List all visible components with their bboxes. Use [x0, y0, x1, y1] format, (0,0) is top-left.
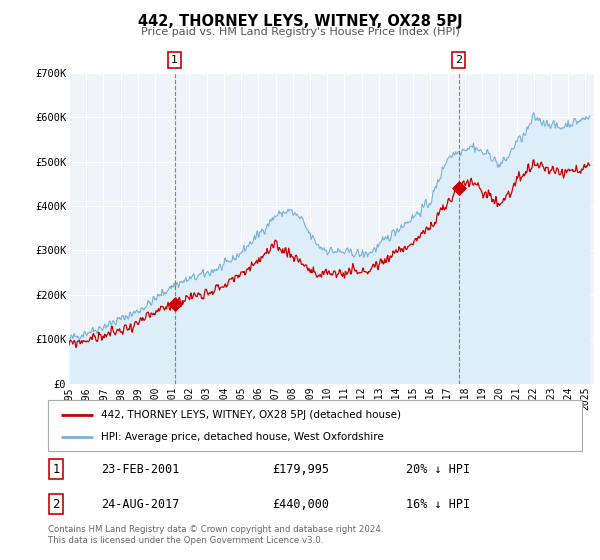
- Text: 442, THORNEY LEYS, WITNEY, OX28 5PJ: 442, THORNEY LEYS, WITNEY, OX28 5PJ: [137, 14, 463, 29]
- Text: 16% ↓ HPI: 16% ↓ HPI: [406, 498, 470, 511]
- Point: [454, 184, 464, 193]
- Text: 1: 1: [52, 463, 60, 475]
- Text: 2: 2: [455, 55, 462, 65]
- FancyBboxPatch shape: [48, 400, 582, 451]
- Text: 442, THORNEY LEYS, WITNEY, OX28 5PJ (detached house): 442, THORNEY LEYS, WITNEY, OX28 5PJ (det…: [101, 409, 401, 419]
- Text: £440,000: £440,000: [272, 498, 329, 511]
- Text: £179,995: £179,995: [272, 463, 329, 475]
- Text: Price paid vs. HM Land Registry's House Price Index (HPI): Price paid vs. HM Land Registry's House …: [140, 27, 460, 37]
- Text: Contains HM Land Registry data © Crown copyright and database right 2024.
This d: Contains HM Land Registry data © Crown c…: [48, 525, 383, 545]
- Text: 20% ↓ HPI: 20% ↓ HPI: [406, 463, 470, 475]
- Text: HPI: Average price, detached house, West Oxfordshire: HPI: Average price, detached house, West…: [101, 432, 384, 442]
- Point: [170, 299, 179, 308]
- Text: 23-FEB-2001: 23-FEB-2001: [101, 463, 180, 475]
- Text: 1: 1: [171, 55, 178, 65]
- Text: 2: 2: [52, 498, 60, 511]
- Text: 24-AUG-2017: 24-AUG-2017: [101, 498, 180, 511]
